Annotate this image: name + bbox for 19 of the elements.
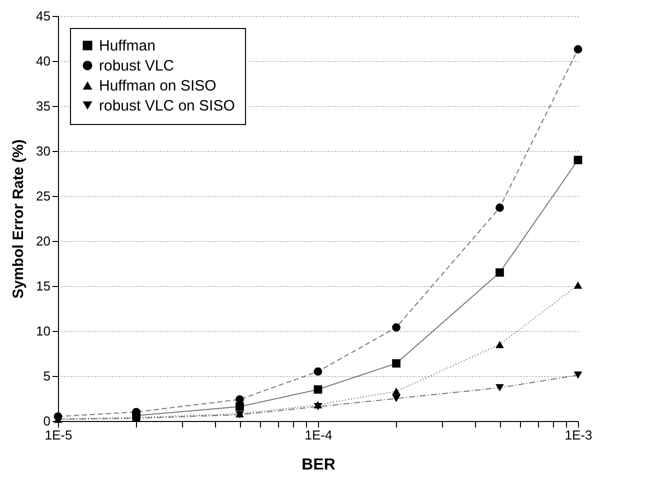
legend-label: Huffman on SISO xyxy=(99,78,216,94)
y-axis-title: Symbol Error Rate (%) xyxy=(10,139,28,299)
legend-label: robust VLC on SISO xyxy=(99,98,235,114)
x-tick-label: 1E-4 xyxy=(304,428,332,442)
y-tick-label: 30 xyxy=(36,144,50,158)
y-tick-label: 45 xyxy=(36,8,50,24)
y-tick-label: 5 xyxy=(43,368,50,384)
x-tick-label: 1E-5 xyxy=(44,428,72,442)
legend-label: Huffman xyxy=(99,38,156,54)
legend-label: robust VLC xyxy=(99,58,174,74)
y-tick-label: 0 xyxy=(43,414,50,428)
y-tick-label: 35 xyxy=(36,98,50,114)
y-tick-label: 25 xyxy=(36,188,50,204)
x-tick-label: 1E-3 xyxy=(564,428,592,442)
y-tick-label: 40 xyxy=(36,54,50,68)
y-tick-label: 20 xyxy=(36,234,50,248)
y-tick-label: 15 xyxy=(36,278,50,294)
x-axis-title: BER xyxy=(302,456,336,474)
y-tick-label: 10 xyxy=(36,324,50,338)
